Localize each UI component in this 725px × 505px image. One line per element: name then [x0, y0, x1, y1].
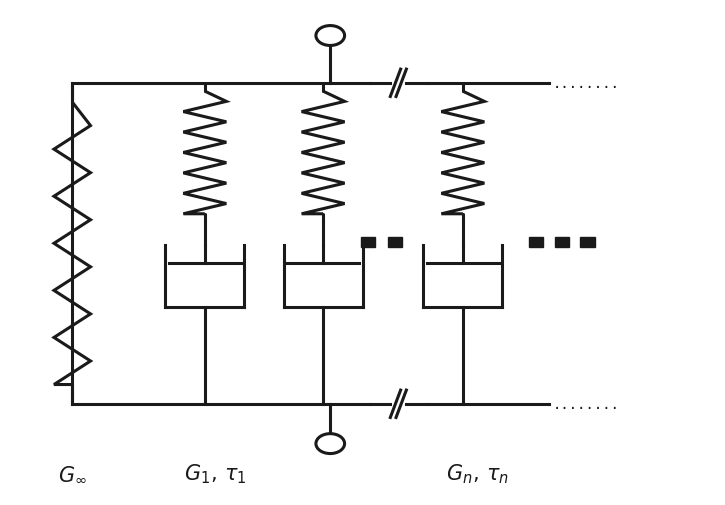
Circle shape: [316, 434, 344, 453]
Text: ........: ........: [552, 397, 619, 411]
Bar: [581, 237, 594, 247]
Circle shape: [316, 26, 344, 46]
Bar: [361, 237, 376, 247]
Text: ........: ........: [552, 77, 619, 90]
Bar: [388, 237, 402, 247]
Text: $G_n,\,\tau_n$: $G_n,\,\tau_n$: [446, 462, 509, 485]
Text: $G_1,\,\tau_1$: $G_1,\,\tau_1$: [184, 462, 247, 485]
Bar: [529, 237, 543, 247]
Bar: [555, 237, 569, 247]
Text: $G_{\infty}$: $G_{\infty}$: [58, 464, 86, 483]
